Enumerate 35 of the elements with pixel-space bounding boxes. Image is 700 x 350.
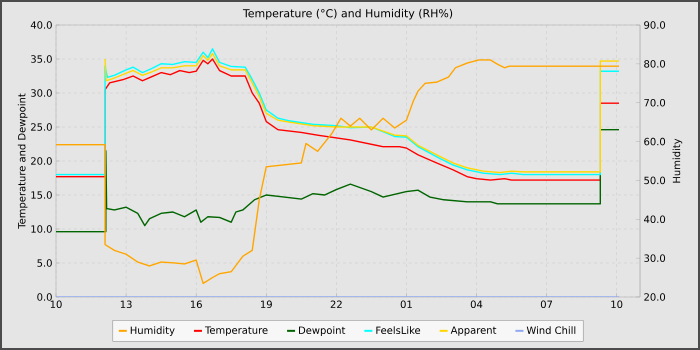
y-tick-label: 5.0 xyxy=(37,259,52,267)
legend-label: Apparent xyxy=(450,326,496,336)
y-tick-label: 40.0 xyxy=(30,21,52,29)
y2-tick-label: 20.0 xyxy=(644,293,666,301)
chart-title: Temperature (°C) and Humidity (RH%) xyxy=(242,8,452,20)
x-tick-label: 22 xyxy=(330,300,342,308)
legend-label: Temperature xyxy=(204,326,268,336)
x-tick-label: 04 xyxy=(470,300,482,308)
y-tick-label: 35.0 xyxy=(31,55,52,63)
x-tick-label: 13 xyxy=(120,300,132,308)
y2-axis-title: Humidity xyxy=(672,138,682,183)
legend-label: Dewpoint xyxy=(299,326,346,336)
legend-label: Humidity xyxy=(130,326,175,336)
y2-tick-label: 40.0 xyxy=(644,216,666,224)
x-tick-label: 07 xyxy=(540,300,552,308)
y-tick-label: 0.0 xyxy=(37,293,52,301)
y2-tick-label: 80.0 xyxy=(644,60,666,68)
y2-tick-label: 60.0 xyxy=(644,138,666,146)
x-tick-label: 16 xyxy=(190,300,202,308)
y2-tick-label: 50.0 xyxy=(644,176,666,184)
legend-label: FeelsLike xyxy=(376,326,420,334)
y-tick-label: 30.0 xyxy=(31,89,52,97)
y-tick-label: 15.0 xyxy=(31,191,52,199)
y-axis-title: Temperature and Dewpoint xyxy=(18,93,28,229)
y-tick-label: 25.0 xyxy=(31,123,52,131)
legend-label: Wind Chill xyxy=(526,326,576,334)
y-tick-label: 20.0 xyxy=(31,157,52,165)
y2-tick-label: 70.0 xyxy=(644,98,666,106)
y2-tick-label: 30.0 xyxy=(644,254,666,262)
y2-tick-label: 90.0 xyxy=(644,21,666,29)
y-tick-label: 10.0 xyxy=(31,225,52,233)
x-tick-label: 10 xyxy=(50,300,62,308)
x-tick-label: 10 xyxy=(611,300,622,308)
x-tick-label: 01 xyxy=(400,300,412,308)
x-tick-label: 19 xyxy=(261,300,272,308)
